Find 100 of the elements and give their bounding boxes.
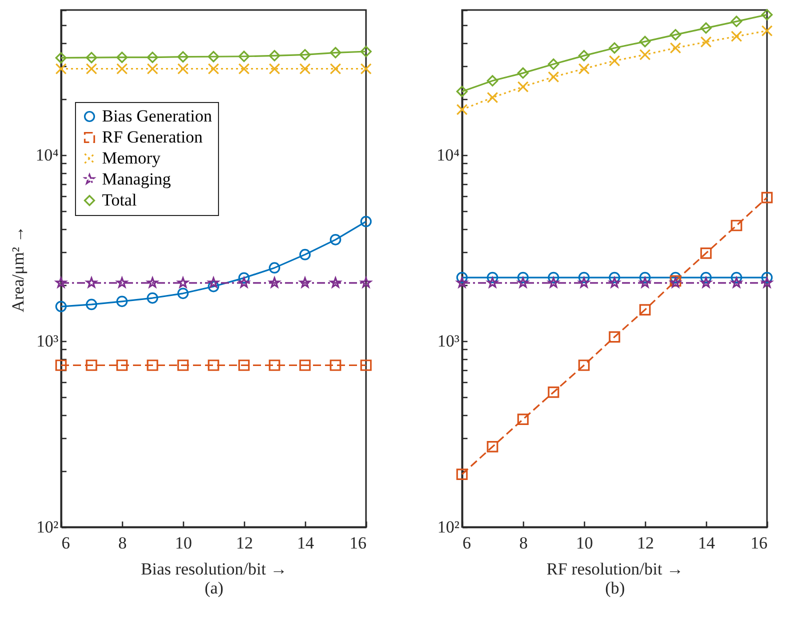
point (639, 49, 651, 60)
point (700, 277, 712, 288)
legend-label: Memory (102, 148, 162, 168)
point (86, 52, 98, 64)
point (517, 81, 529, 92)
x-tick-label: 14 (698, 534, 716, 552)
point (330, 234, 342, 246)
point (177, 63, 189, 74)
point (208, 277, 219, 288)
point (730, 30, 742, 42)
x-tick-label: 8 (519, 534, 528, 552)
x-tick-label: 6 (462, 534, 471, 552)
y-tick-label: 10⁴ (436, 145, 460, 164)
point (299, 49, 311, 60)
point (670, 272, 682, 284)
point (762, 277, 772, 288)
point (517, 414, 529, 425)
point (116, 296, 128, 308)
point (360, 277, 372, 288)
point (360, 216, 372, 228)
point (56, 277, 66, 288)
point (208, 63, 220, 74)
point (177, 360, 189, 371)
point (116, 52, 128, 64)
point (177, 51, 189, 63)
legend-label: Managing (102, 170, 172, 188)
point (608, 55, 620, 66)
point (208, 50, 220, 62)
point (487, 277, 498, 288)
point (116, 277, 128, 288)
point (360, 360, 372, 371)
point (700, 272, 712, 284)
point (330, 63, 342, 74)
point (639, 36, 651, 48)
point (548, 71, 560, 83)
point (517, 67, 529, 79)
point (238, 360, 250, 371)
y-tick-label: 10⁴ (36, 145, 59, 164)
point (147, 277, 158, 288)
point (146, 292, 158, 304)
point (670, 29, 682, 40)
point (578, 63, 590, 74)
point (731, 277, 742, 288)
point (330, 360, 342, 371)
point (456, 104, 468, 116)
point (761, 192, 773, 204)
x-tick-label: 6 (62, 534, 70, 552)
point (548, 272, 560, 284)
x-tick-label: 10 (576, 534, 593, 552)
point (360, 46, 372, 58)
point (238, 272, 250, 284)
point (86, 277, 97, 288)
point (360, 63, 372, 74)
point (269, 277, 280, 288)
point (238, 63, 250, 74)
x-tick-label: 16 (750, 534, 768, 552)
point (146, 52, 158, 64)
legend-label: Bias Generation (102, 106, 212, 126)
point (299, 248, 311, 260)
point (486, 92, 498, 104)
point (486, 75, 498, 86)
point (268, 63, 280, 74)
point (178, 277, 188, 288)
point (146, 360, 158, 371)
point (238, 50, 250, 62)
point (238, 277, 250, 288)
point (609, 277, 620, 288)
point (639, 304, 651, 316)
point (208, 360, 220, 371)
y-axis-title: Area/μm² → (8, 226, 28, 312)
point (86, 360, 98, 371)
y-tick-label: 10² (36, 518, 58, 536)
point (268, 262, 280, 274)
point (517, 272, 529, 284)
y-tick-label: 10² (437, 518, 460, 536)
point (299, 63, 311, 74)
point (268, 50, 280, 62)
point (730, 272, 742, 284)
y-tick-label: 10³ (437, 331, 460, 350)
point (700, 36, 712, 48)
point (700, 248, 712, 259)
point (456, 86, 468, 98)
text: (b) (605, 578, 625, 598)
point (55, 300, 67, 312)
point (730, 220, 742, 232)
point (55, 360, 67, 371)
x-tick-label: 12 (236, 534, 253, 552)
y-tick-label: 10³ (36, 331, 58, 350)
point (761, 272, 773, 284)
point (486, 272, 498, 284)
x-tick-label: 10 (175, 534, 192, 552)
point (761, 9, 773, 20)
point (578, 50, 590, 62)
point (761, 25, 773, 36)
text: (a) (204, 578, 224, 598)
point (456, 272, 468, 284)
point (268, 360, 280, 371)
point (608, 331, 620, 343)
x-axis-title: RF resolution/bit → (546, 560, 684, 578)
x-axis-title: Bias resolution/bit → (140, 560, 288, 578)
